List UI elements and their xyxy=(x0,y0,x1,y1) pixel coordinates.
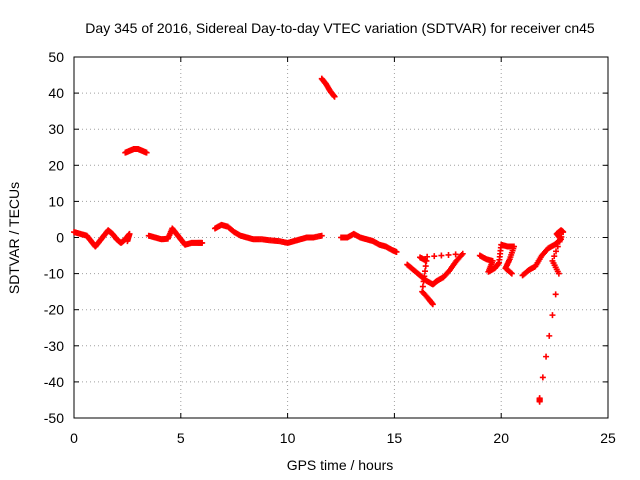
data-segment-seg-h xyxy=(476,241,518,277)
data-point xyxy=(553,248,560,255)
data-point xyxy=(558,233,565,240)
data-point xyxy=(551,253,558,260)
x-tick-label: 0 xyxy=(70,430,78,446)
axis-ticks: 0 5 10 15 20 25 50 40 30 20 10 0 -10 -20 -30 -40 -50 xyxy=(44,49,616,446)
x-axis-label: GPS time / hours xyxy=(287,457,394,473)
data-point xyxy=(143,149,150,156)
data-point xyxy=(422,263,429,270)
y-tick-label: -50 xyxy=(44,410,64,426)
y-tick-label: 40 xyxy=(48,85,64,101)
y-tick-label: -20 xyxy=(44,302,64,318)
data-segment-seg-g xyxy=(404,250,466,308)
data-point xyxy=(419,283,426,290)
data-point xyxy=(438,252,445,259)
data-segment-seg-a xyxy=(71,227,133,250)
data-points xyxy=(71,75,567,405)
data-segment-seg-e xyxy=(318,75,338,100)
data-point xyxy=(508,270,515,277)
y-axis-label: SDTVAR / TECUs xyxy=(6,182,22,294)
data-point xyxy=(543,353,550,360)
data-point xyxy=(429,301,436,308)
y-tick-label: -40 xyxy=(44,374,64,390)
data-point xyxy=(452,251,459,258)
data-point xyxy=(318,232,325,239)
data-point xyxy=(536,398,543,405)
data-point xyxy=(546,332,553,339)
x-tick-label: 15 xyxy=(387,430,403,446)
y-tick-label: 10 xyxy=(48,193,64,209)
data-point xyxy=(124,238,131,245)
x-tick-label: 25 xyxy=(600,430,616,446)
x-tick-label: 10 xyxy=(280,430,296,446)
data-segment-seg-i xyxy=(519,227,567,405)
data-point xyxy=(421,273,428,280)
data-point xyxy=(331,93,338,100)
data-point xyxy=(393,248,400,255)
data-segment-seg-b xyxy=(122,146,150,156)
chart-title: Day 345 of 2016, Sidereal Day-to-day VTE… xyxy=(85,20,595,36)
data-point xyxy=(423,257,430,264)
y-tick-label: 20 xyxy=(48,157,64,173)
data-point xyxy=(422,268,429,275)
grid-lines xyxy=(74,57,608,418)
data-segment-seg-d xyxy=(211,221,325,246)
data-point xyxy=(420,278,427,285)
data-point xyxy=(552,291,559,298)
data-point xyxy=(507,269,514,276)
y-tick-label: -10 xyxy=(44,266,64,282)
x-tick-label: 5 xyxy=(177,430,185,446)
y-tick-label: 0 xyxy=(56,230,64,246)
data-point xyxy=(431,253,438,260)
data-point xyxy=(556,238,563,245)
data-point xyxy=(459,250,466,257)
data-point xyxy=(539,374,546,381)
y-tick-label: 50 xyxy=(48,49,64,65)
data-point xyxy=(199,239,206,246)
y-tick-label: 30 xyxy=(48,121,64,137)
y-tick-label: -30 xyxy=(44,338,64,354)
data-point xyxy=(549,312,556,319)
data-point xyxy=(560,229,567,236)
data-segment-seg-c xyxy=(145,225,206,248)
data-point xyxy=(554,243,561,250)
x-tick-label: 20 xyxy=(493,430,509,446)
data-segment-seg-f xyxy=(338,230,400,255)
data-point xyxy=(445,251,452,258)
data-point xyxy=(555,270,562,277)
